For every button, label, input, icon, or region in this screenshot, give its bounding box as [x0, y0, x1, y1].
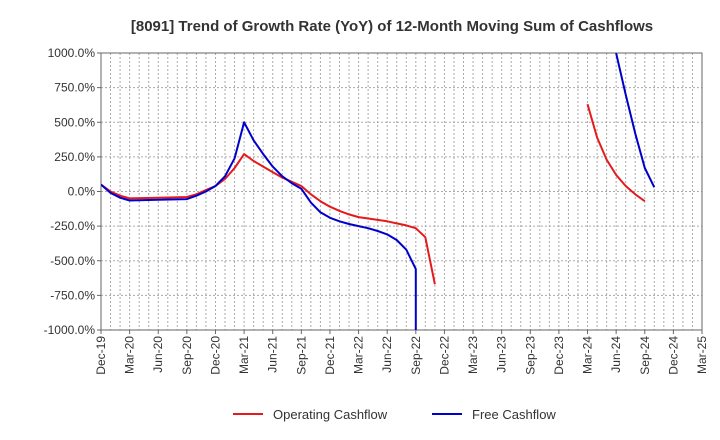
x-tick-label: Mar-21: [237, 336, 251, 374]
x-tick-label: Jun-23: [495, 336, 509, 373]
y-tick-label: 250.0%: [54, 150, 95, 164]
x-tick-label: Sep-20: [180, 336, 194, 375]
free-cashflow-line: [615, 53, 656, 188]
y-tick-label: -250.0%: [50, 219, 95, 233]
y-tick-label: -500.0%: [50, 254, 95, 268]
operating-cashflow-line: [101, 153, 436, 285]
x-tick-label: Sep-24: [638, 336, 652, 375]
x-tick-label: Mar-24: [581, 336, 595, 374]
operating-cashflow-line: [586, 103, 646, 203]
x-tick-label: Dec-19: [94, 336, 108, 375]
x-tick-label: Sep-23: [523, 336, 537, 375]
x-tick-label: Mar-25: [695, 336, 709, 374]
operating-cashflow-legend-label: Operating Cashflow: [273, 407, 388, 422]
y-tick-label: -750.0%: [50, 288, 95, 302]
y-tick-label: 1000.0%: [48, 46, 96, 60]
x-tick-label: Jun-24: [609, 336, 623, 373]
x-tick-label: Mar-23: [466, 336, 480, 374]
x-tick-label: Dec-20: [208, 336, 222, 375]
x-tick-label: Mar-22: [352, 336, 366, 374]
x-tick-label: Dec-23: [552, 336, 566, 375]
y-tick-label: 0.0%: [68, 185, 96, 199]
x-tick-label: Mar-20: [123, 336, 137, 374]
chart-title: [8091] Trend of Growth Rate (YoY) of 12-…: [131, 18, 653, 35]
free-cashflow-line: [101, 121, 417, 330]
x-tick-label: Jun-20: [151, 336, 165, 373]
y-axis-ticks: 1000.0% 750.0% 500.0% 250.0% 0.0% -250.0% -500…: [44, 46, 101, 337]
x-tick-label: Jun-21: [266, 336, 280, 373]
x-tick-label: Sep-21: [294, 336, 308, 375]
series-lines: [101, 53, 656, 330]
x-tick-label: Dec-22: [437, 336, 451, 375]
y-tick-label: 750.0%: [54, 81, 95, 95]
x-tick-label: Dec-21: [323, 336, 337, 375]
x-tick-label: Jun-22: [380, 336, 394, 373]
x-tick-label: Dec-24: [666, 336, 680, 375]
grid: [100, 52, 703, 331]
y-tick-label: 500.0%: [54, 115, 95, 129]
x-axis-ticks: Dec-19 Mar-20 Jun-20 Sep-20 Dec-20 Mar-21 Jun-…: [94, 330, 709, 375]
y-tick-label: -1000.0%: [44, 323, 96, 337]
free-cashflow-legend-label: Free Cashflow: [472, 407, 556, 422]
legend: Operating Cashflow Free Cashflow: [233, 407, 556, 422]
x-tick-label: Sep-22: [409, 336, 423, 375]
